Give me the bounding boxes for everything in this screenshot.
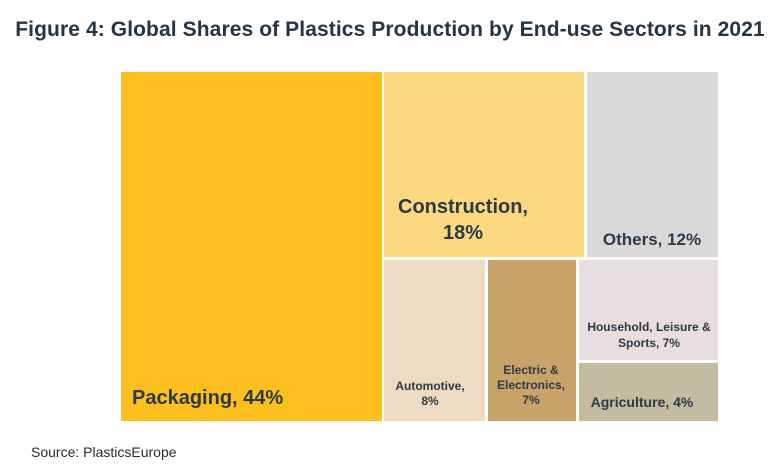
tile-electric-electronics [488,260,576,421]
tile-others [587,72,718,257]
tile-household-leisure-sports [579,260,718,360]
tile-label-construction: Construction, 18% [398,196,528,244]
tile-label-household-leisure-sports: Household, Leisure & Sports, 7% [587,320,711,350]
tile-automotive [384,260,485,421]
tile-label-agriculture: Agriculture, 4% [591,394,694,410]
tile-label-automotive: Automotive, 8% [395,379,464,408]
tile-agriculture [579,363,718,421]
tile-construction [384,72,584,257]
tile-label-electric-electronics: Electric & Electronics, 7% [497,363,565,407]
tile-packaging [121,72,382,421]
chart-title: Figure 4: Global Shares of Plastics Prod… [15,18,765,41]
tile-label-others: Others, 12% [603,230,701,249]
source-note: Source: PlasticsEurope [31,444,177,460]
tile-label-packaging: Packaging, 44% [132,387,283,409]
